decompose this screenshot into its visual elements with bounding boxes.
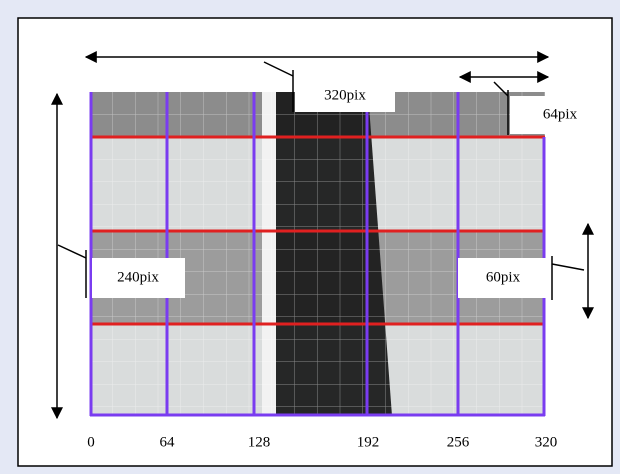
leader-line [551, 263, 585, 271]
axis-labels: 0 64 128 192 256 320 [87, 434, 557, 450]
dimension-label: 60pix [486, 269, 521, 285]
column-lines [89, 92, 546, 417]
axis-label: 320 [535, 434, 558, 450]
label-box [295, 80, 395, 112]
leader-line [57, 244, 87, 259]
axis-label: 64 [160, 434, 176, 450]
arrows [51, 51, 594, 420]
axis-label: 0 [87, 434, 95, 450]
fine-grid [90, 92, 545, 416]
axis-label: 192 [357, 434, 380, 450]
label-box [92, 258, 185, 298]
dimension-label: 64pix [543, 106, 578, 122]
dimension-label: 240pix [117, 269, 159, 285]
label-box [510, 96, 610, 134]
axis-label: 128 [248, 434, 271, 450]
axis-label: 256 [447, 434, 470, 450]
label-box [458, 258, 550, 298]
leader-line [493, 81, 509, 97]
leader-line [263, 61, 294, 77]
dimension-label: 320pix [324, 87, 366, 103]
image [89, 92, 546, 417]
